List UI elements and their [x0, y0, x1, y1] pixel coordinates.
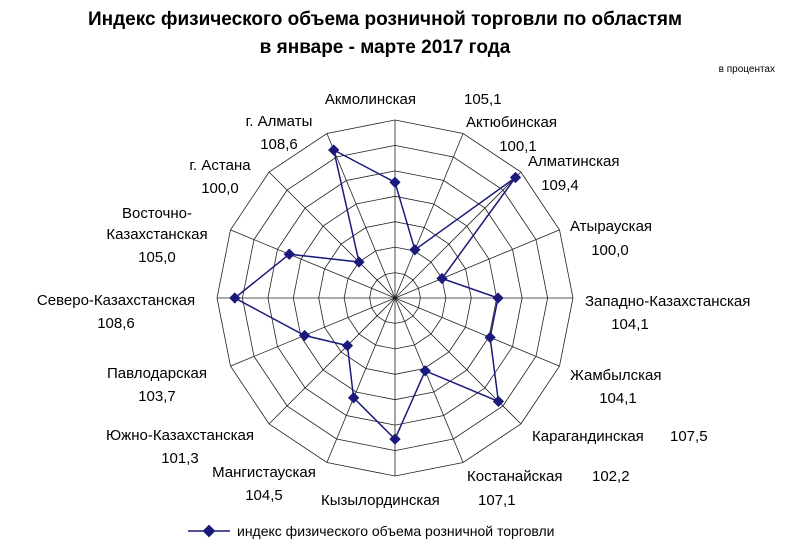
category-label: Мангистауская [212, 464, 316, 481]
radar-series [229, 144, 522, 445]
data-point [509, 171, 522, 184]
category-label: Жамбылская [570, 367, 662, 384]
grid-spoke [230, 229, 396, 299]
data-point [229, 292, 241, 304]
data-point [409, 244, 421, 256]
category-label: Северо-Казахстанская [37, 292, 195, 309]
category-label: Западно-Казахстанская [585, 293, 750, 310]
value-label: 105,1 [464, 91, 502, 108]
category-label: Костанайская [467, 468, 563, 485]
value-label: 108,6 [260, 136, 298, 153]
grid-spoke [394, 297, 464, 463]
value-label: 100,1 [499, 138, 537, 155]
category-label: Казахстанская [106, 226, 207, 243]
grid-spoke [268, 297, 396, 425]
data-point [347, 392, 360, 404]
value-label: 107,1 [478, 492, 516, 509]
category-label: Южно-Казахстанская [106, 427, 254, 444]
chart-title-line2: в январе - марте 2017 года [260, 37, 511, 58]
data-point [389, 433, 401, 445]
data-point [436, 272, 448, 285]
data-point [419, 365, 431, 377]
data-point [341, 339, 354, 352]
grid-spoke [326, 297, 396, 463]
grid-spoke [394, 229, 560, 299]
category-label: Карагандинская [532, 428, 644, 445]
value-label: 104,5 [245, 487, 283, 504]
data-point [492, 292, 504, 304]
category-label: Акмолинская [325, 91, 416, 108]
grid-spoke [394, 297, 522, 425]
value-label: 104,1 [611, 316, 649, 333]
grid-spoke [394, 171, 522, 299]
value-label: 104,1 [599, 390, 637, 407]
value-label: 105,0 [138, 249, 176, 266]
data-point [328, 144, 340, 156]
data-point [283, 248, 295, 260]
chart-title-line1: Индекс физического объема розничной торг… [88, 9, 682, 30]
value-label: 102,2 [592, 468, 630, 485]
radar-grid [216, 119, 574, 477]
category-label: Атырауская [570, 218, 652, 235]
grid-spoke [394, 297, 560, 367]
unit-note: в процентах [719, 64, 775, 75]
value-label: 107,5 [670, 428, 708, 445]
legend-label: индекс физического объема розничной торг… [237, 523, 554, 539]
data-point [484, 331, 496, 344]
grid-spoke [394, 133, 464, 299]
value-label: 108,6 [97, 315, 135, 332]
grid-spoke [230, 297, 396, 367]
grid-spoke [326, 133, 396, 299]
legend: индекс физического объема розничной торг… [188, 523, 554, 539]
category-label: г. Астана [189, 157, 251, 174]
data-point [298, 329, 311, 342]
category-label: Кызылординская [321, 492, 440, 509]
category-label: Алматинская [528, 153, 619, 170]
value-label: 109,4 [541, 177, 579, 194]
value-label: 101,3 [161, 450, 199, 467]
value-label: 103,7 [138, 388, 176, 405]
value-label: 100,0 [591, 242, 629, 259]
legend-marker [202, 524, 216, 538]
category-label: Восточно- [122, 205, 192, 222]
data-point [389, 176, 401, 188]
category-label: г. Алматы [246, 113, 313, 130]
value-label: 100,0 [201, 180, 239, 197]
data-point [492, 395, 505, 408]
category-labels: Акмолинская 105,1 Актюбинская 100,1Алматинс… [37, 91, 750, 509]
category-label: Актюбинская [466, 114, 557, 131]
grid-spoke [268, 171, 396, 299]
data-point [353, 256, 365, 268]
category-label: Павлодарская [107, 365, 207, 382]
